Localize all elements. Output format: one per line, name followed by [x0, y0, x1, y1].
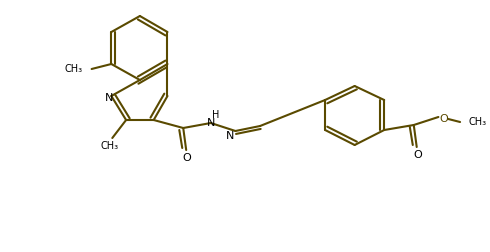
- Text: CH₃: CH₃: [469, 117, 487, 127]
- Text: CH₃: CH₃: [65, 64, 83, 74]
- Text: O: O: [439, 114, 448, 124]
- Text: CH₃: CH₃: [100, 141, 119, 151]
- Text: N: N: [207, 118, 215, 128]
- Text: H: H: [212, 110, 220, 120]
- Text: O: O: [414, 150, 422, 160]
- Text: N: N: [105, 93, 114, 103]
- Text: N: N: [226, 131, 235, 141]
- Text: O: O: [183, 153, 192, 163]
